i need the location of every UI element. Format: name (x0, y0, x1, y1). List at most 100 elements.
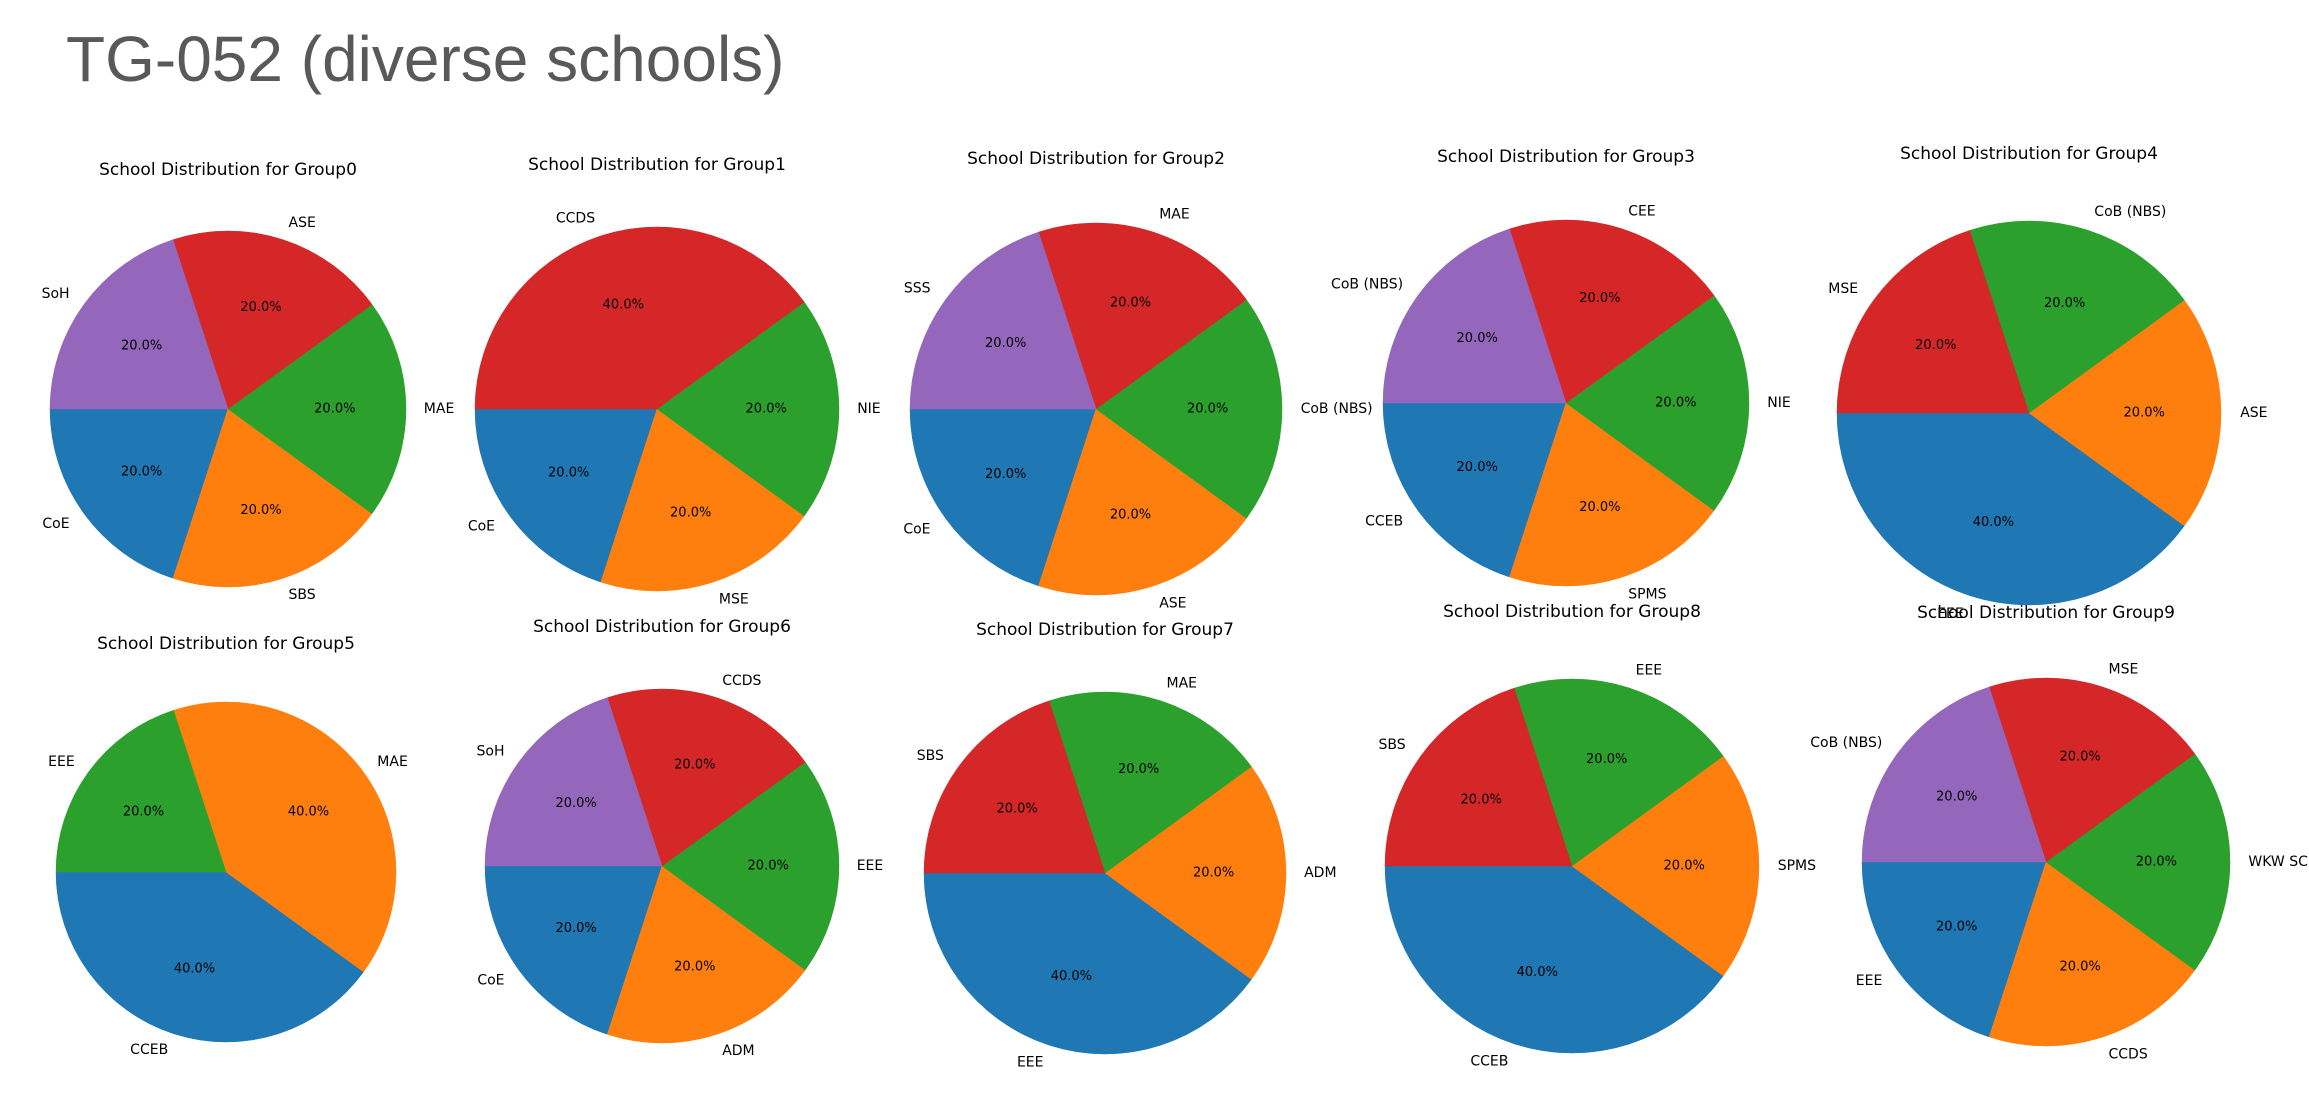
slice-percent-label: 20.0% (1461, 793, 1502, 808)
slice-category-label: SBS (289, 587, 316, 603)
slice-percent-label: 20.0% (2044, 296, 2085, 311)
pie-slice-soh (49, 239, 229, 410)
slice-percent-label: 20.0% (1457, 331, 1498, 346)
slice-category-label: SBS (1378, 737, 1405, 753)
page-title: TG-052 (diverse schools) (66, 23, 785, 95)
pie-slice-adm (606, 865, 806, 1044)
slice-percent-label: 20.0% (1936, 790, 1977, 805)
slice-category-label: EEE (1017, 1054, 1044, 1070)
pie-slice-coe (49, 408, 229, 579)
pie-slice-ccds (606, 688, 806, 867)
slice-percent-label: 20.0% (314, 402, 355, 417)
slice-percent-label: 20.0% (2059, 750, 2100, 765)
pie-slice-eee (661, 761, 840, 971)
slice-percent-label: 20.0% (1579, 500, 1620, 515)
slice-percent-label: 20.0% (1655, 396, 1696, 411)
pie-slice-mse (600, 408, 805, 592)
slice-percent-label: 20.0% (996, 802, 1037, 817)
slice-category-label: SPMS (1778, 858, 1816, 874)
pie-slice-mae (1048, 691, 1252, 874)
pie-slice-mse (1836, 230, 2030, 414)
slice-percent-label: 20.0% (1664, 859, 1705, 874)
chart-title: School Distribution for Group9 (1917, 603, 2175, 623)
slice-percent-label: 20.0% (2136, 855, 2177, 870)
slice-category-label: EEE (857, 858, 884, 874)
pie-slice-cob-nbs- (1382, 228, 1567, 404)
slice-percent-label: 40.0% (1973, 515, 2014, 530)
slice-category-label: CEE (1628, 204, 1655, 220)
pie-slice-ase (172, 230, 373, 410)
slice-category-label: MAE (1159, 206, 1190, 222)
pie-slice-eee (923, 872, 1252, 1055)
slice-percent-label: 20.0% (1915, 338, 1956, 353)
slice-category-label: CoB (NBS) (1810, 735, 1882, 751)
pie-slice-sbs (923, 700, 1106, 874)
pie-slice-sbs (172, 408, 373, 588)
slice-category-label: CoB (NBS) (1301, 401, 1373, 417)
slice-category-label: ASE (1159, 596, 1186, 612)
chart-title: School Distribution for Group8 (1443, 602, 1701, 622)
chart-title: School Distribution for Group0 (99, 160, 357, 180)
slice-category-label: WKW SCI (2248, 854, 2309, 870)
pie-chart-group5: School Distribution for Group5 40.0% CCEB 4… (48, 634, 408, 1058)
slice-percent-label: 20.0% (1187, 402, 1228, 417)
pie-chart-group0: School Distribution for Group0 20.0% CoE 20… (42, 160, 455, 603)
pie-slice-sbs (1384, 687, 1573, 867)
slice-percent-label: 20.0% (674, 960, 715, 975)
slice-percent-label: 20.0% (123, 805, 164, 820)
pie-slice-cee (1509, 219, 1715, 404)
slice-category-label: CCDS (2109, 1047, 2148, 1063)
pie-chart-group8: School Distribution for Group8 40.0% CCEB 2… (1378, 602, 1816, 1070)
pie-slice-mae (1038, 222, 1247, 410)
slice-category-label: MSE (719, 591, 749, 607)
slice-percent-label: 20.0% (1936, 919, 1977, 934)
slice-percent-label: 40.0% (603, 298, 644, 313)
slice-category-label: EEE (1856, 973, 1883, 989)
slice-category-label: CoE (42, 516, 69, 532)
pie-chart-group6: School Distribution for Group6 20.0% CoE 20… (477, 617, 884, 1059)
slice-percent-label: 20.0% (1457, 460, 1498, 475)
slice-category-label: SPMS (1628, 586, 1666, 602)
slice-category-label: ADM (1304, 865, 1336, 881)
pie-slice-ccds (474, 226, 805, 410)
slice-category-label: EEE (1636, 662, 1663, 678)
slice-category-label: SoH (477, 744, 505, 760)
pie-slice-cceb (1384, 865, 1724, 1054)
pie-slice-mae (227, 304, 407, 514)
pie-slice-cob-nbs- (1861, 686, 2047, 863)
pie-slice-mae (173, 701, 397, 973)
slice-percent-label: 40.0% (1051, 969, 1092, 984)
pie-slice-spms (1509, 402, 1715, 587)
pie-slice-ccds (1988, 861, 2196, 1047)
slice-category-label: CCDS (722, 673, 761, 689)
slice-percent-label: 20.0% (1110, 295, 1151, 310)
slice-percent-label: 20.0% (670, 505, 711, 520)
pie-slice-eee (1836, 412, 2185, 606)
pie-chart-group4: School Distribution for Group4 40.0% EEE 20… (1828, 144, 2267, 622)
pie-slice-sss (909, 231, 1097, 410)
slice-percent-label: 20.0% (1586, 752, 1627, 767)
pie-chart-group2: School Distribution for Group2 20.0% CoE 20… (903, 149, 1372, 612)
slice-percent-label: 20.0% (2059, 960, 2100, 975)
slice-category-label: EEE (48, 754, 75, 770)
slice-percent-label: 20.0% (1579, 291, 1620, 306)
chart-title: School Distribution for Group5 (97, 634, 355, 654)
pie-slice-cceb (55, 871, 364, 1043)
slice-category-label: CCEB (130, 1042, 168, 1058)
slice-category-label: MAE (424, 401, 455, 417)
pie-slice-mse (1988, 677, 2196, 863)
chart-title: School Distribution for Group6 (533, 617, 791, 637)
slice-category-label: CoB (NBS) (1331, 277, 1403, 293)
pie-slice-eee (1513, 678, 1724, 867)
pie-slice-nie (656, 301, 840, 517)
slice-category-label: SSS (904, 281, 931, 297)
pie-slice-wkw-sci (2045, 753, 2231, 971)
slice-percent-label: 20.0% (1193, 866, 1234, 881)
pie-slice-adm (1104, 766, 1287, 980)
slice-percent-label: 20.0% (985, 467, 1026, 482)
pie-slice-soh (484, 697, 663, 867)
slice-category-label: CoE (477, 972, 504, 988)
slice-category-label: ASE (2240, 405, 2267, 421)
pie-slice-cob-nbs- (1095, 299, 1283, 519)
slice-percent-label: 20.0% (240, 300, 281, 315)
